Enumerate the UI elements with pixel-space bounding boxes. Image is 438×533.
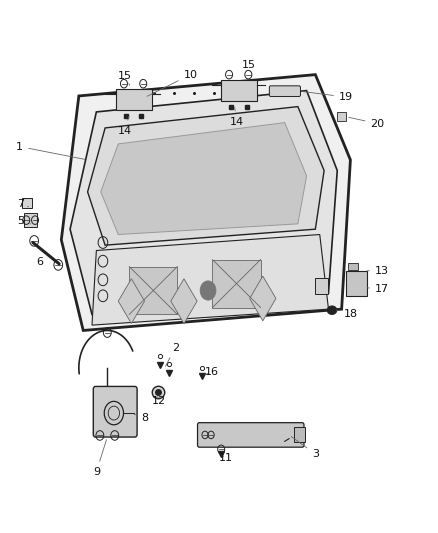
FancyBboxPatch shape (294, 427, 305, 442)
Ellipse shape (327, 306, 337, 314)
Polygon shape (101, 123, 307, 235)
FancyBboxPatch shape (22, 198, 32, 208)
Polygon shape (92, 235, 328, 325)
FancyBboxPatch shape (24, 213, 37, 227)
FancyBboxPatch shape (93, 386, 137, 437)
Text: 10: 10 (147, 70, 198, 96)
Text: 1: 1 (16, 142, 85, 159)
Polygon shape (61, 75, 350, 330)
Circle shape (200, 281, 216, 300)
Polygon shape (118, 279, 145, 324)
FancyBboxPatch shape (198, 423, 304, 447)
Text: 8: 8 (134, 414, 148, 423)
Polygon shape (70, 91, 337, 314)
Text: 14: 14 (118, 116, 132, 135)
Text: 2: 2 (166, 343, 179, 366)
Text: 14: 14 (230, 107, 244, 126)
Text: 11: 11 (219, 454, 233, 463)
Text: 15: 15 (242, 60, 256, 76)
FancyBboxPatch shape (346, 271, 367, 296)
Text: 17: 17 (367, 284, 389, 294)
FancyBboxPatch shape (337, 112, 346, 121)
Text: 16: 16 (205, 367, 219, 377)
Text: 18: 18 (336, 310, 357, 319)
Polygon shape (250, 276, 276, 321)
Text: 9: 9 (93, 440, 106, 477)
Text: 13: 13 (367, 266, 389, 276)
FancyBboxPatch shape (348, 263, 358, 270)
FancyBboxPatch shape (221, 80, 257, 101)
Text: 20: 20 (349, 117, 385, 128)
Text: 19: 19 (302, 92, 353, 102)
Polygon shape (171, 279, 197, 324)
Polygon shape (129, 266, 177, 314)
FancyBboxPatch shape (116, 89, 152, 110)
Text: 6: 6 (36, 254, 46, 267)
Text: 7: 7 (18, 199, 28, 208)
Polygon shape (88, 107, 324, 245)
Polygon shape (212, 260, 261, 308)
FancyBboxPatch shape (269, 86, 300, 96)
FancyBboxPatch shape (315, 278, 328, 294)
Text: 5: 5 (18, 216, 31, 226)
Text: 12: 12 (152, 396, 166, 406)
Text: 15: 15 (118, 71, 132, 85)
Text: 3: 3 (291, 437, 319, 459)
